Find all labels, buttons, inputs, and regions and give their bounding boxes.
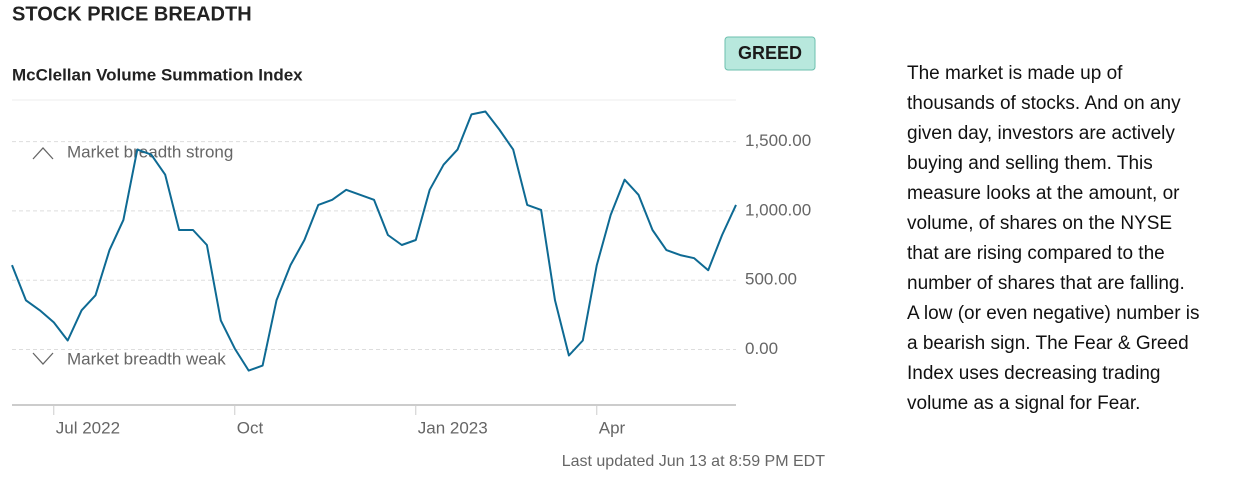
down-chevron bbox=[32, 352, 54, 365]
description-line: volume as a signal for Fear. bbox=[907, 393, 1140, 414]
sentiment-badge: GREED bbox=[738, 43, 802, 63]
description-line: thousands of stocks. And on any bbox=[907, 93, 1181, 114]
description-line: that are rising compared to the bbox=[907, 243, 1165, 264]
description-line: buying and selling them. This bbox=[907, 153, 1153, 174]
description-line: number of shares that are falling. bbox=[907, 273, 1185, 294]
description-line: A low (or even negative) number is bbox=[907, 303, 1200, 324]
annotation: Market breadth strong bbox=[67, 142, 233, 161]
description-line: measure looks at the amount, or bbox=[907, 183, 1180, 204]
description-line: volume, of shares on the NYSE bbox=[907, 213, 1172, 234]
y-tick-label: 0.00 bbox=[745, 339, 778, 358]
y-tick-label: 1,000.00 bbox=[745, 200, 811, 219]
chart-title: McClellan Volume Summation Index bbox=[12, 65, 303, 84]
last-updated: Last updated Jun 13 at 8:59 PM EDT bbox=[562, 453, 826, 470]
annotation: Market breadth weak bbox=[67, 349, 226, 368]
x-tick-label: Oct bbox=[237, 418, 264, 437]
line-series bbox=[11, 110, 737, 372]
y-tick-label: 500.00 bbox=[745, 270, 797, 289]
description-line: given day, investors are actively bbox=[907, 123, 1175, 144]
x-tick-label: Jan 2023 bbox=[418, 418, 488, 437]
description-line: Index uses decreasing trading bbox=[907, 363, 1161, 384]
up-chevron bbox=[32, 147, 54, 160]
badge-bg bbox=[724, 36, 816, 71]
description: The market is made up of thousands of sto… bbox=[907, 63, 1200, 414]
x-tick-label: Apr bbox=[599, 418, 626, 437]
x-tick-label: Jul 2022 bbox=[56, 418, 120, 437]
description-line: The market is made up of bbox=[907, 63, 1123, 84]
description-line: a bearish sign. The Fear & Greed bbox=[907, 333, 1189, 354]
y-tick-label: 1,500.00 bbox=[745, 131, 811, 150]
section-title: STOCK PRICE BREADTH bbox=[12, 3, 252, 25]
